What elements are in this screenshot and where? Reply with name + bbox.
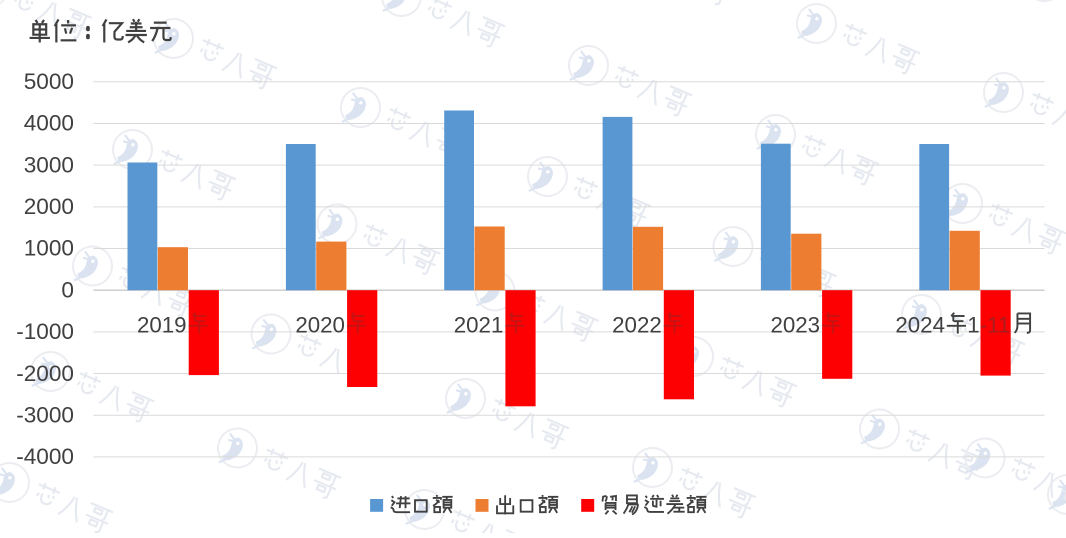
svg-text:2020: 2020 bbox=[295, 313, 345, 338]
svg-text:2024: 2024 bbox=[895, 313, 945, 338]
svg-text:-3000: -3000 bbox=[16, 402, 74, 427]
svg-text:-1000: -1000 bbox=[16, 319, 74, 344]
svg-text:2000: 2000 bbox=[24, 194, 74, 219]
svg-text:4000: 4000 bbox=[24, 111, 74, 136]
svg-text:1000: 1000 bbox=[24, 236, 74, 261]
svg-text:2021: 2021 bbox=[454, 313, 504, 338]
svg-text:-2000: -2000 bbox=[16, 361, 74, 386]
svg-text:1: 1 bbox=[967, 313, 979, 338]
svg-text:2023: 2023 bbox=[770, 313, 820, 338]
svg-text:-11: -11 bbox=[980, 313, 1011, 338]
svg-text:3000: 3000 bbox=[24, 152, 74, 177]
svg-text:-4000: -4000 bbox=[16, 444, 74, 469]
svg-text:5000: 5000 bbox=[24, 69, 74, 94]
svg-text:0: 0 bbox=[61, 277, 74, 302]
svg-text:2022: 2022 bbox=[612, 313, 662, 338]
svg-text:2019: 2019 bbox=[137, 313, 187, 338]
